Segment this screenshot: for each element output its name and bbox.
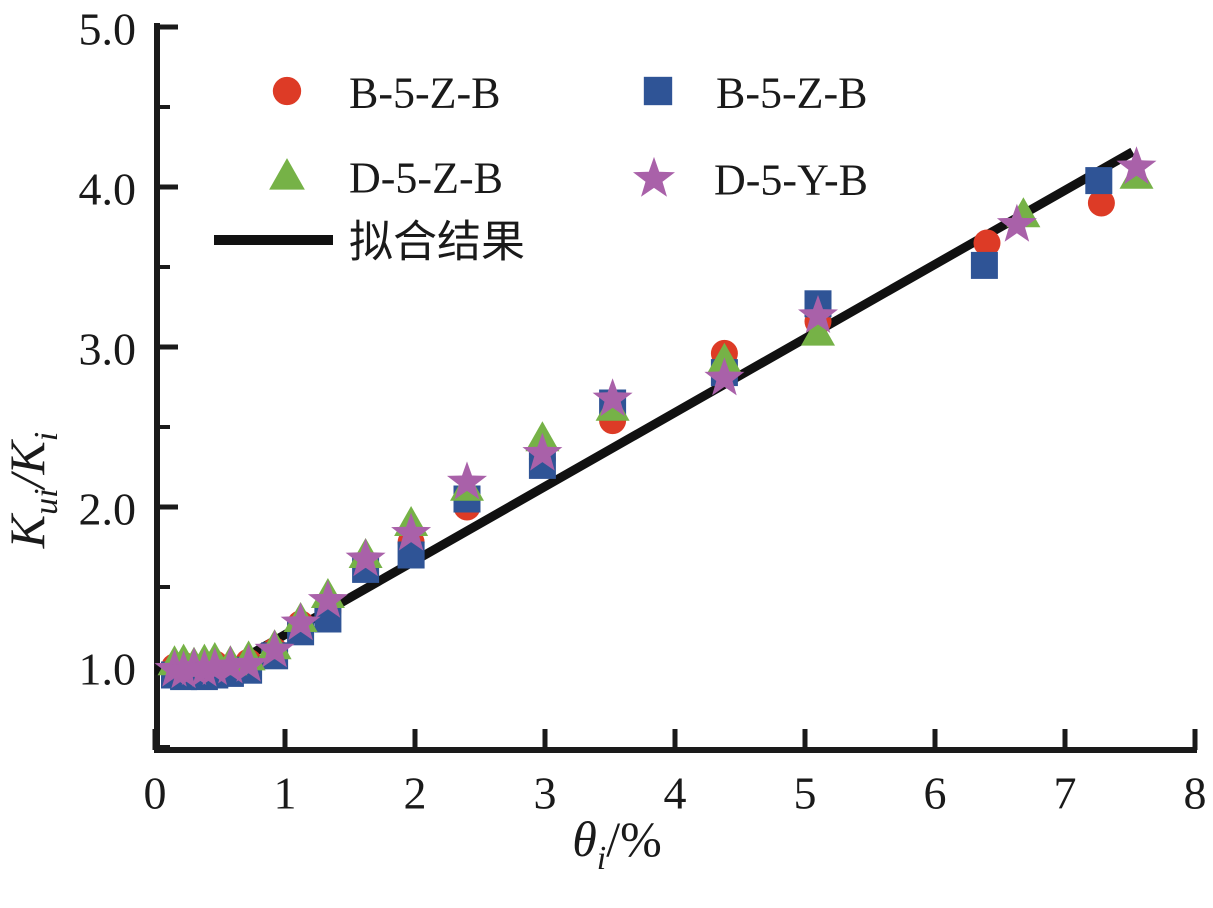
data-points xyxy=(154,146,1157,691)
legend-item: B-5-Z-B xyxy=(643,69,868,118)
marker-star xyxy=(254,629,295,668)
axes: 0 1 2 3 4 5 6 7 8 1.0 2.0 3.0 4.0 5.0 xyxy=(79,4,1207,819)
marker-square xyxy=(970,251,998,279)
marker-star xyxy=(345,538,386,577)
marker-triangle xyxy=(801,315,835,346)
legend-item-fit: 拟合结果 xyxy=(214,218,525,267)
y-tick-label: 1.0 xyxy=(79,644,137,695)
x-tick-label: 7 xyxy=(1054,768,1077,819)
marker-star xyxy=(447,461,487,500)
marker-star xyxy=(210,645,251,684)
marker-star xyxy=(1116,146,1157,185)
x-tick-label: 0 xyxy=(144,768,167,819)
series-star xyxy=(154,146,1157,689)
x-tick-label: 1 xyxy=(274,768,297,819)
y-tick-label: 3.0 xyxy=(79,324,137,375)
marker-square xyxy=(1085,167,1113,195)
y-axis-title: Kui/Ki xyxy=(0,432,65,550)
y-tick-label: 5.0 xyxy=(79,4,137,55)
legend-label: D-5-Y-B xyxy=(714,156,868,205)
marker-star xyxy=(592,378,633,417)
legend-label: 拟合结果 xyxy=(349,218,525,267)
axis-titles: θi/% Kui/Ki xyxy=(0,432,662,877)
x-tick-label: 4 xyxy=(664,768,687,819)
marker-square xyxy=(643,76,673,106)
y-tick-label: 4.0 xyxy=(79,164,137,215)
legend-item: D-5-Z-B xyxy=(269,154,503,203)
legend-item: B-5-Z-B xyxy=(272,69,501,118)
legend: B-5-Z-B B-5-Z-B D-5-Z-B D-5-Y-B 拟合结果 xyxy=(214,69,868,267)
marker-star xyxy=(704,357,745,396)
marker-star xyxy=(163,650,204,689)
marker-star xyxy=(522,432,563,471)
marker-star xyxy=(307,579,348,618)
x-tick-label: 8 xyxy=(1184,768,1207,819)
legend-label: D-5-Z-B xyxy=(349,154,503,203)
marker-star xyxy=(280,602,321,641)
x-tick-label: 2 xyxy=(404,768,427,819)
marker-triangle xyxy=(269,158,305,190)
marker-star xyxy=(798,295,838,333)
legend-item: D-5-Y-B xyxy=(633,156,868,205)
marker-circle xyxy=(973,229,1001,257)
marker-circle xyxy=(272,76,302,106)
x-tick-label: 5 xyxy=(794,768,817,819)
marker-star xyxy=(194,647,235,685)
x-axis-title: θi/% xyxy=(572,811,662,877)
marker-star xyxy=(228,643,269,682)
marker-star xyxy=(996,203,1037,242)
marker-circle xyxy=(1087,189,1115,217)
legend-label: B-5-Z-B xyxy=(349,69,501,118)
x-tick-label: 3 xyxy=(534,768,557,819)
legend-label: B-5-Z-B xyxy=(716,69,868,118)
y-tick-label: 2.0 xyxy=(79,484,137,535)
marker-star xyxy=(633,156,675,197)
marker-star xyxy=(391,512,432,551)
x-tick-label: 6 xyxy=(924,768,947,819)
